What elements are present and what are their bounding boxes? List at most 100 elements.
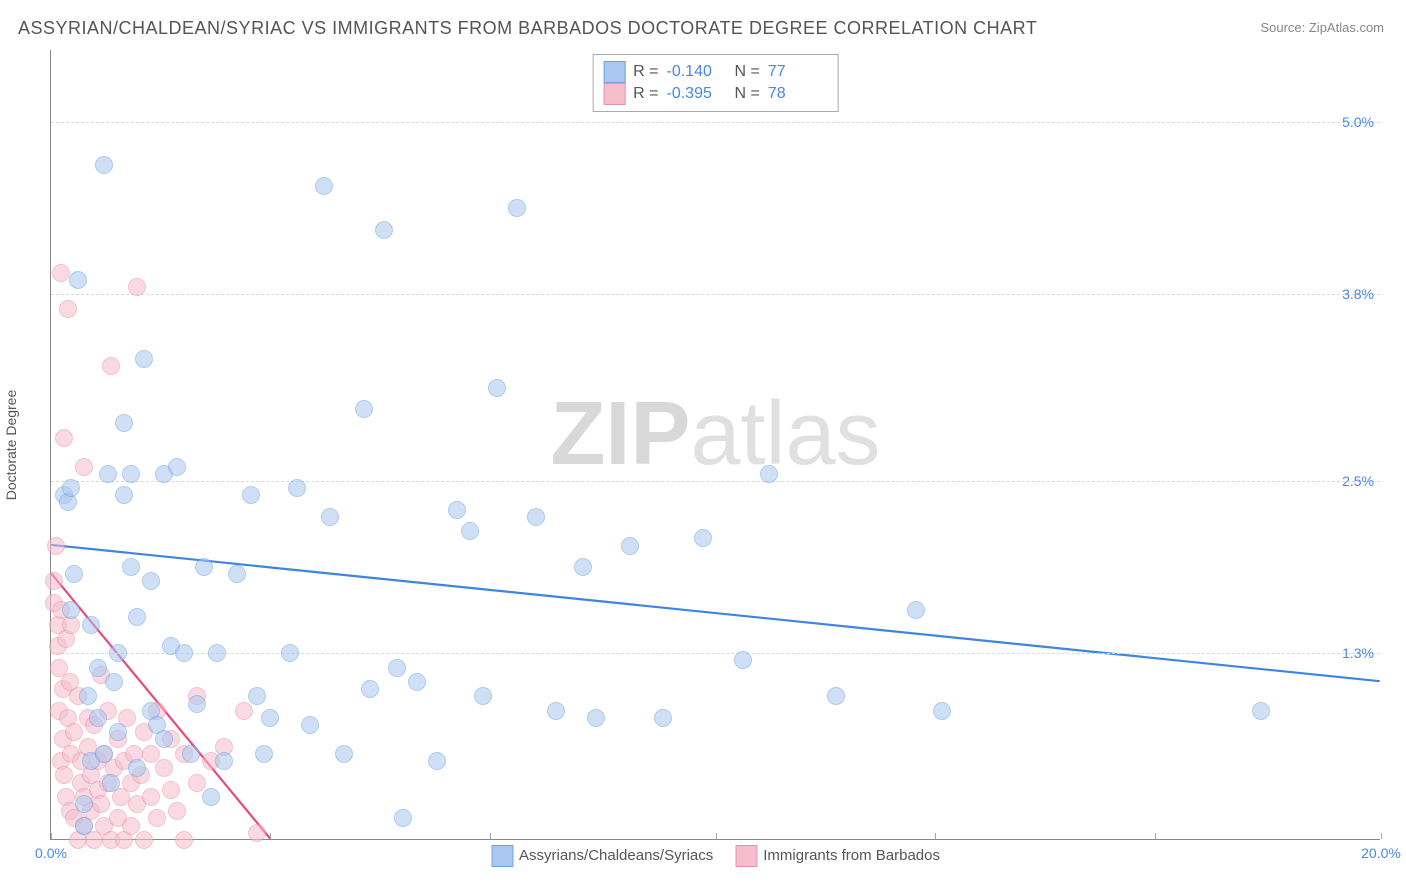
xtick-line <box>490 833 491 839</box>
data-point <box>195 558 213 576</box>
corr-legend-row: R = -0.140N = 77 <box>603 61 828 83</box>
data-point <box>95 156 113 174</box>
data-point <box>155 759 173 777</box>
data-point <box>355 400 373 418</box>
data-point <box>79 687 97 705</box>
corr-n-label: N = <box>735 63 760 81</box>
gridline <box>51 481 1380 482</box>
data-point <box>135 831 153 849</box>
data-point <box>621 537 639 555</box>
data-point <box>361 680 379 698</box>
data-point <box>168 802 186 820</box>
data-point <box>202 788 220 806</box>
xtick-line <box>935 833 936 839</box>
data-point <box>1252 702 1270 720</box>
gridline <box>51 294 1380 295</box>
data-point <box>109 644 127 662</box>
data-point <box>75 458 93 476</box>
xtick-line <box>270 833 271 839</box>
xtick-line <box>51 833 52 839</box>
data-point <box>182 745 200 763</box>
data-point <box>827 687 845 705</box>
data-point <box>89 659 107 677</box>
data-point <box>122 465 140 483</box>
data-point <box>89 709 107 727</box>
corr-r-label: R = <box>633 63 658 81</box>
data-point <box>408 673 426 691</box>
legend-item: Immigrants from Barbados <box>735 845 940 867</box>
ytick-label: 5.0% <box>1342 114 1374 130</box>
data-point <box>261 709 279 727</box>
corr-n-label: N = <box>735 85 760 103</box>
series-legend: Assyrians/Chaldeans/Syriacs Immigrants fr… <box>491 845 940 867</box>
data-point <box>128 608 146 626</box>
data-point <box>52 264 70 282</box>
chart-svg <box>51 50 1380 839</box>
y-axis-label: Doctorate Degree <box>3 389 19 500</box>
corr-legend-row: R = -0.395 N = 78 <box>603 83 828 105</box>
data-point <box>734 651 752 669</box>
data-point <box>75 817 93 835</box>
data-point <box>321 508 339 526</box>
corr-n-value: 78 <box>768 85 828 103</box>
legend-label: Assyrians/Chaldeans/Syriacs <box>519 847 713 864</box>
data-point <box>115 414 133 432</box>
data-point <box>574 558 592 576</box>
data-point <box>587 709 605 727</box>
data-point <box>142 572 160 590</box>
gridline <box>51 653 1380 654</box>
data-point <box>122 558 140 576</box>
data-point <box>242 486 260 504</box>
data-point <box>248 824 266 842</box>
data-point <box>215 752 233 770</box>
trend-line <box>51 545 1379 681</box>
data-point <box>428 752 446 770</box>
legend-swatch <box>735 845 757 867</box>
data-point <box>248 687 266 705</box>
legend-swatch <box>491 845 513 867</box>
data-point <box>933 702 951 720</box>
data-point <box>288 479 306 497</box>
data-point <box>148 809 166 827</box>
xtick-line <box>1381 833 1382 839</box>
data-point <box>394 809 412 827</box>
data-point <box>135 350 153 368</box>
data-point <box>168 458 186 476</box>
data-point <box>65 723 83 741</box>
data-point <box>335 745 353 763</box>
corr-n-value: 77 <box>768 63 828 81</box>
data-point <box>155 730 173 748</box>
data-point <box>82 616 100 634</box>
data-point <box>508 199 526 217</box>
data-point <box>55 766 73 784</box>
chart-area: ZIPatlas Doctorate Degree R = -0.140N = … <box>50 50 1380 840</box>
data-point <box>102 774 120 792</box>
data-point <box>188 774 206 792</box>
data-point <box>142 788 160 806</box>
legend-item: Assyrians/Chaldeans/Syriacs <box>491 845 713 867</box>
corr-r-value: -0.395 <box>667 85 727 103</box>
data-point <box>208 644 226 662</box>
ytick-label: 2.5% <box>1342 473 1374 489</box>
data-point <box>488 379 506 397</box>
xtick-label: 0.0% <box>35 845 67 861</box>
data-point <box>65 565 83 583</box>
data-point <box>69 271 87 289</box>
ytick-label: 1.3% <box>1342 645 1374 661</box>
data-point <box>47 537 65 555</box>
data-point <box>907 601 925 619</box>
corr-r-label: R = <box>633 85 658 103</box>
legend-label: Immigrants from Barbados <box>763 847 940 864</box>
data-point <box>162 781 180 799</box>
data-point <box>375 221 393 239</box>
ytick-label: 3.8% <box>1342 286 1374 302</box>
correlation-legend: R = -0.140N = 77R = -0.395N = 78 <box>592 54 839 112</box>
data-point <box>128 278 146 296</box>
legend-swatch <box>603 83 625 105</box>
data-point <box>301 716 319 734</box>
data-point <box>142 745 160 763</box>
data-point <box>448 501 466 519</box>
data-point <box>694 529 712 547</box>
data-point <box>109 723 127 741</box>
data-point <box>122 817 140 835</box>
